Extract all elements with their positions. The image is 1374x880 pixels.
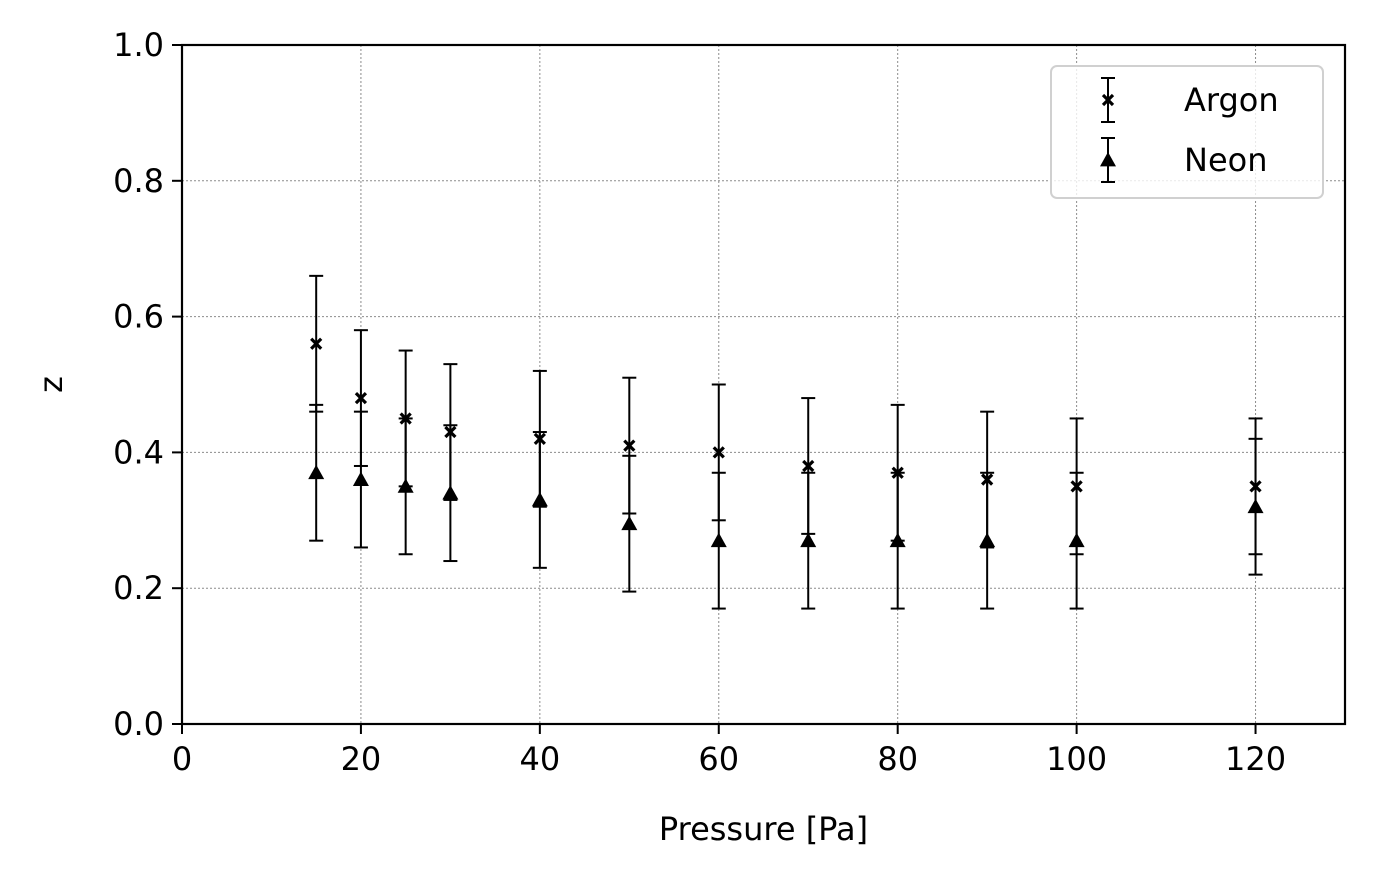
x-marker-stroke: [623, 439, 636, 452]
triangle-marker: [442, 485, 459, 500]
triangle-marker: [710, 532, 727, 548]
triangle-marker: [800, 532, 817, 548]
x-marker: [354, 391, 368, 405]
triangle-marker: [1247, 498, 1264, 514]
y-tick-label: 1.0: [113, 26, 164, 64]
triangle-marker: [621, 515, 638, 531]
x-tick-label: 0: [172, 740, 192, 778]
x-marker: [310, 337, 323, 350]
ticks: 0 20 40 60 80 100 120 0.0 0.2 0.4 0.6 0.8 1.0: [113, 26, 1286, 778]
y-tick-label: 0.4: [113, 433, 164, 471]
x-marker: [802, 459, 815, 473]
triangle-marker: [889, 532, 906, 548]
x-marker-stroke: [310, 337, 323, 350]
x-marker: [623, 439, 636, 452]
y-tick-label: 0.6: [113, 298, 164, 336]
triangle-marker: [1100, 152, 1116, 167]
triangle-marker: [1068, 532, 1085, 548]
y-tick-label: 0.2: [113, 569, 164, 607]
x-tick-label: 100: [1046, 740, 1107, 778]
legend-box: [1050, 65, 1324, 199]
triangle-marker: [397, 478, 414, 493]
series-neon: [308, 403, 1264, 610]
y-tick-label: 0.0: [113, 705, 164, 743]
y-axis-title: z: [32, 376, 70, 393]
x-tick-label: 40: [519, 740, 560, 778]
x-marker: [712, 446, 725, 459]
legend-item-neon: Neon: [1100, 137, 1267, 183]
x-tick-label: 60: [698, 740, 739, 778]
x-tick-label: 80: [877, 740, 918, 778]
axes-frame: [180, 43, 1347, 726]
legend: Argon Neon: [1050, 65, 1324, 199]
x-marker-stroke: [802, 459, 815, 473]
legend-label: Argon: [1184, 81, 1279, 119]
x-marker: [1101, 93, 1115, 107]
triangle-marker: [531, 491, 548, 507]
y-tick-label: 0.8: [113, 162, 164, 200]
triangle-marker: [308, 464, 325, 480]
triangle-marker: [979, 532, 996, 548]
x-marker-stroke: [712, 446, 725, 459]
x-marker-stroke: [354, 391, 368, 405]
x-axis-title: Pressure [Pa]: [659, 810, 868, 848]
x-tick-label: 120: [1225, 740, 1286, 778]
series-layer: [308, 274, 1264, 610]
legend-item-argon: Argon: [1101, 77, 1279, 123]
legend-label: Neon: [1184, 141, 1267, 179]
x-tick-label: 20: [341, 740, 382, 778]
triangle-marker: [352, 471, 369, 486]
x-marker-stroke: [1101, 93, 1115, 107]
